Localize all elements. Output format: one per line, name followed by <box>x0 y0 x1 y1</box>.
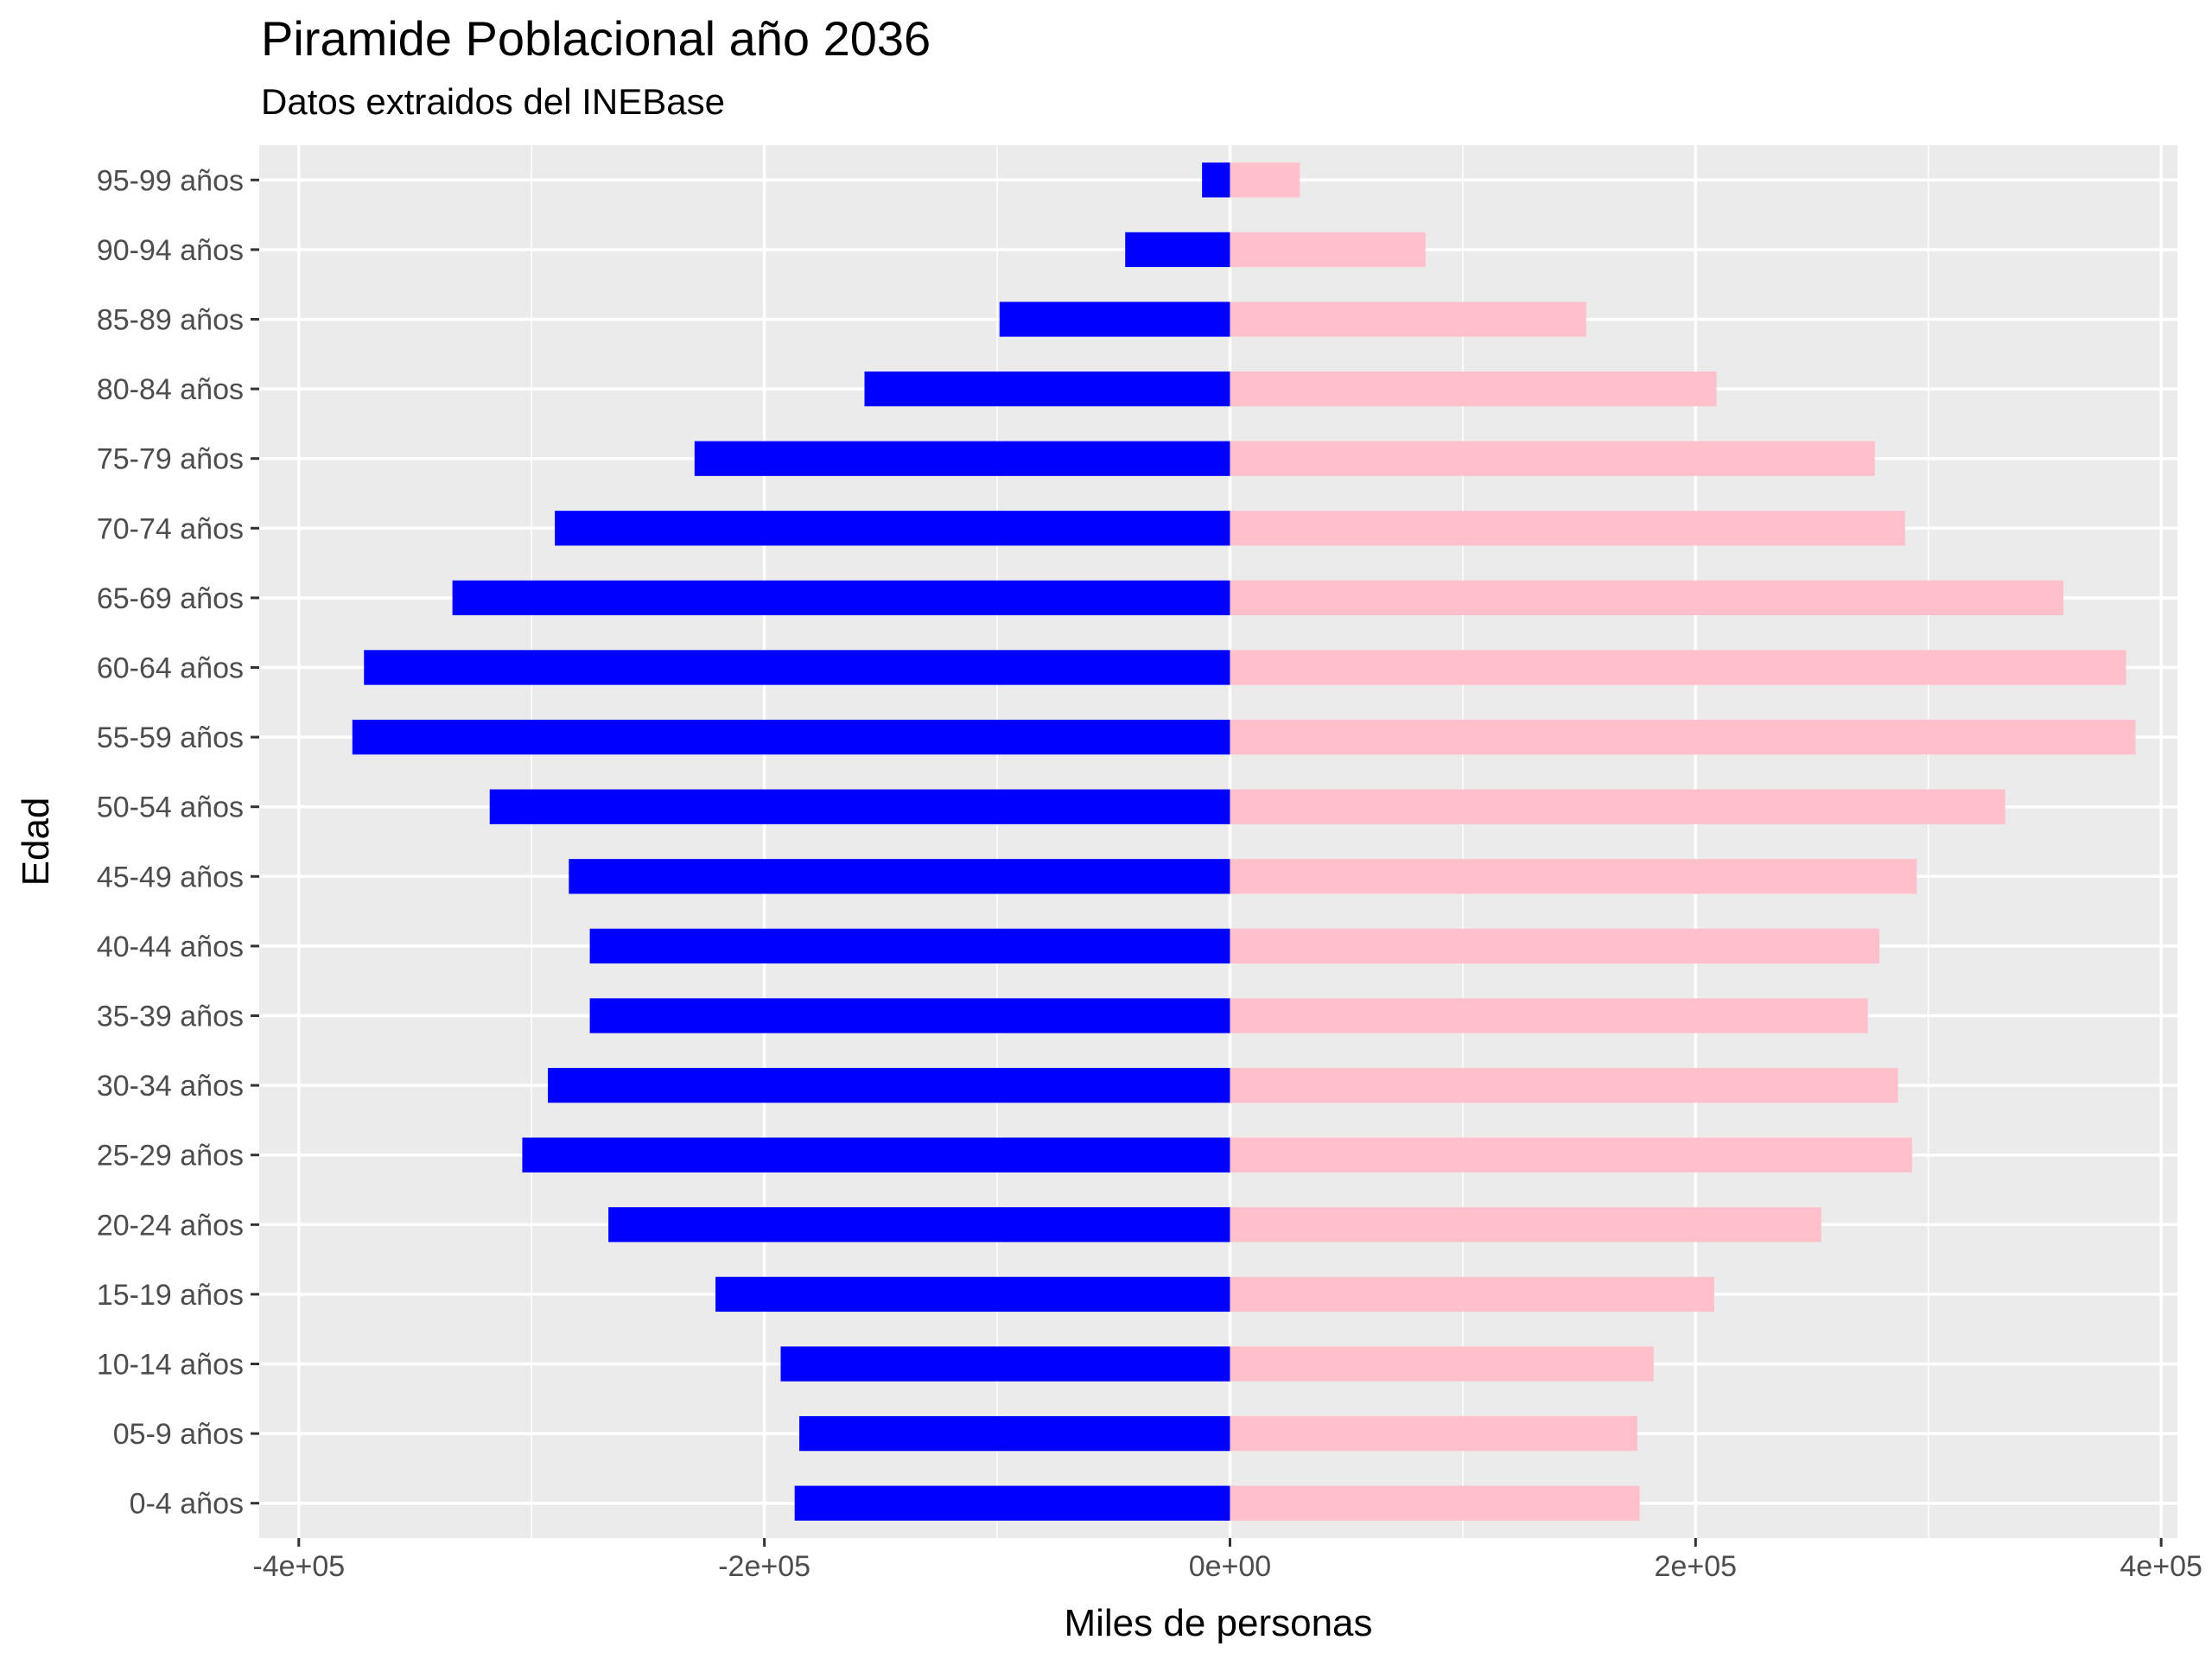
bar-left <box>489 789 1230 824</box>
y-tick-label: 35-39 años <box>97 1001 244 1033</box>
bar-left <box>589 998 1230 1033</box>
bar-right <box>1230 441 1875 476</box>
bar-left <box>548 1067 1230 1103</box>
x-tick-label: -4e+05 <box>252 1550 345 1583</box>
y-tick-label: 65-69 años <box>97 582 244 615</box>
bar-left <box>608 1207 1230 1243</box>
y-tick-label: 15-19 años <box>97 1279 244 1312</box>
bar-left <box>352 719 1230 755</box>
bar-right <box>1230 1415 1637 1452</box>
x-tick-label: -2e+05 <box>718 1550 810 1583</box>
bar-left <box>999 302 1230 337</box>
x-tick-label: 0e+00 <box>1189 1550 1272 1583</box>
bar-right <box>1230 719 2136 755</box>
bar-right <box>1230 371 1717 407</box>
bar-left <box>589 928 1230 964</box>
y-tick-label: 50-54 años <box>97 791 244 824</box>
bar-left <box>864 371 1230 407</box>
bar-left <box>452 580 1230 616</box>
y-tick-label: 20-24 años <box>97 1209 244 1242</box>
y-tick-label: 55-59 años <box>97 721 244 754</box>
bar-right <box>1230 859 1917 894</box>
y-tick-label: 0-4 años <box>130 1488 244 1521</box>
bar-right <box>1230 998 1868 1033</box>
y-tick-label: 05-9 años <box>113 1418 244 1451</box>
y-tick-label: 30-34 años <box>97 1070 244 1103</box>
bar-right <box>1230 1346 1654 1382</box>
bar-right <box>1230 1485 1640 1521</box>
bar-left <box>569 859 1230 894</box>
chart-subtitle: Datos extraidos del INEBase <box>261 81 725 122</box>
bar-right <box>1230 789 2005 824</box>
bar-left <box>694 441 1230 476</box>
y-tick-label: 70-74 años <box>97 512 244 545</box>
y-tick-label: 25-29 años <box>97 1140 244 1173</box>
x-tick-label: 4e+05 <box>2120 1550 2202 1583</box>
y-tick-label: 75-79 años <box>97 443 244 476</box>
y-tick-label: 45-49 años <box>97 861 244 893</box>
y-tick-label: 40-44 años <box>97 931 244 963</box>
bar-right <box>1230 1207 1821 1243</box>
y-tick-label: 90-94 años <box>97 234 244 267</box>
bar-left <box>794 1485 1230 1521</box>
bar-right <box>1230 1137 1912 1173</box>
bar-right <box>1230 1276 1714 1313</box>
x-tick-label: 2e+05 <box>1655 1550 1738 1583</box>
x-axis-title: Miles de personas <box>1064 1602 1372 1644</box>
bar-right <box>1230 650 2126 685</box>
bar-left <box>1202 162 1230 198</box>
bar-right <box>1230 232 1426 268</box>
bar-left <box>715 1276 1230 1313</box>
bar-right <box>1230 580 2063 616</box>
bar-left <box>555 511 1230 546</box>
bars <box>352 162 2136 1521</box>
bar-left <box>364 650 1230 685</box>
chart-title: Piramide Poblacional año 2036 <box>261 11 931 66</box>
y-axis-title: Edad <box>15 798 57 887</box>
bar-left <box>1125 232 1230 268</box>
bar-right <box>1230 928 1880 964</box>
y-tick-label: 95-99 años <box>97 164 244 197</box>
y-tick-label: 80-84 años <box>97 373 244 406</box>
bar-left <box>522 1137 1230 1173</box>
y-tick-label: 10-14 años <box>97 1349 244 1382</box>
y-axis: 0-4 años 05-9 años 10-14 años 15-19 años 20-… <box>97 164 259 1521</box>
bar-right <box>1230 162 1300 198</box>
bar-left <box>780 1346 1230 1382</box>
y-tick-label: 85-89 años <box>97 304 244 337</box>
x-axis: -4e+05 -2e+05 0e+00 2e+05 4e+05 <box>252 1538 2202 1583</box>
y-tick-label: 60-64 años <box>97 652 244 685</box>
bar-right <box>1230 302 1586 337</box>
bar-left <box>799 1415 1230 1452</box>
plot-panel <box>259 145 2177 1538</box>
bar-right <box>1230 511 1905 546</box>
bar-right <box>1230 1067 1898 1103</box>
